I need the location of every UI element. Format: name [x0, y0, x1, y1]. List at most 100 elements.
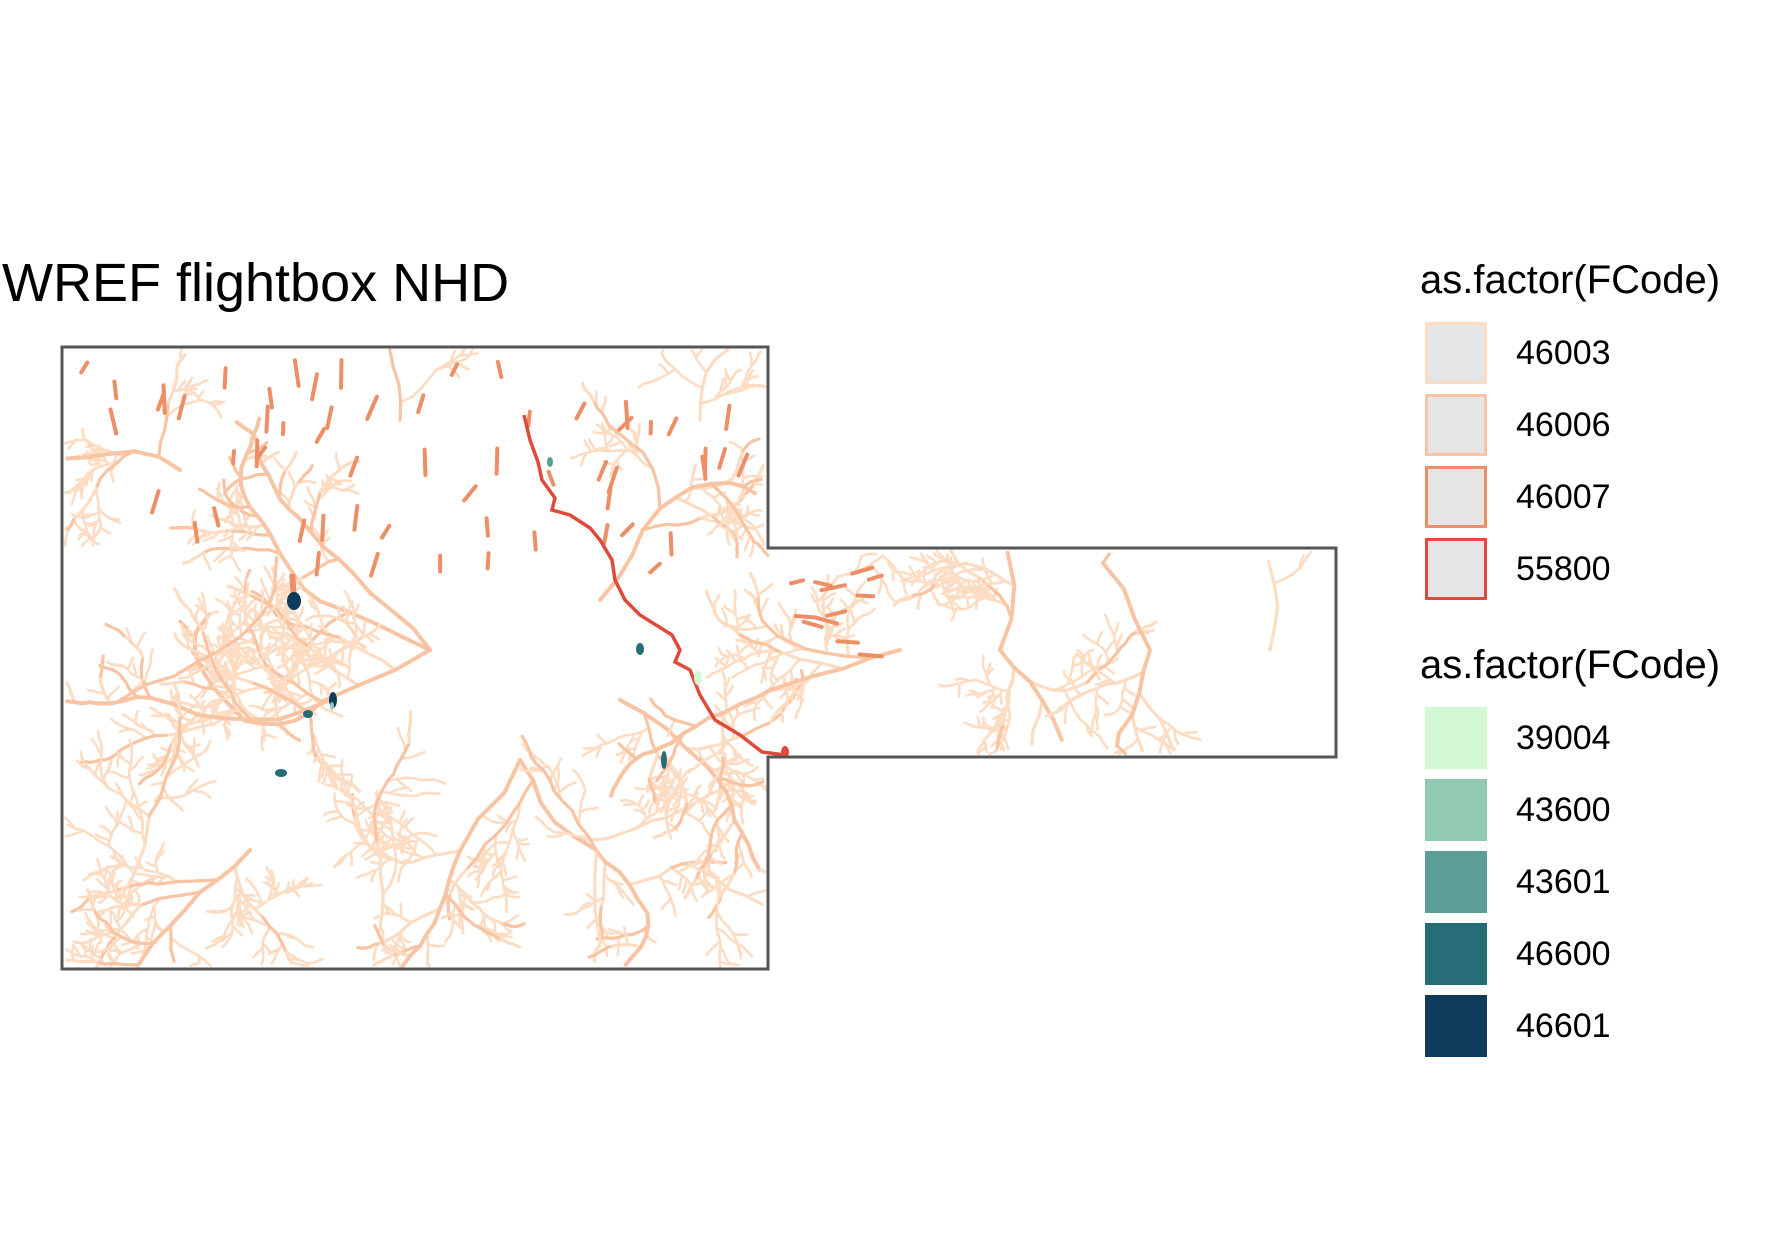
stream-segment	[758, 523, 765, 528]
stream-segment	[214, 669, 225, 683]
stream-segment	[244, 546, 260, 552]
stream-segment	[249, 680, 268, 690]
stream-segment	[708, 480, 733, 486]
stream-segment	[196, 761, 200, 768]
stream-segment	[732, 818, 745, 836]
stream-segment	[226, 584, 237, 591]
stream-segment	[616, 947, 620, 957]
stream-segment	[311, 660, 323, 666]
stream-segment	[355, 873, 364, 880]
stream-segment	[138, 772, 147, 777]
stream-segment	[139, 678, 144, 685]
stream-segment	[108, 909, 112, 918]
stream-segment	[427, 845, 438, 857]
stream-segment	[509, 827, 515, 840]
stream-segment	[222, 697, 237, 713]
stream-segment	[762, 550, 770, 558]
stream-segment	[323, 637, 330, 641]
stream-segment	[238, 525, 243, 531]
stream-segment	[749, 477, 763, 484]
stream-segment	[152, 752, 156, 758]
stream-segment	[728, 440, 737, 446]
stream-segment	[634, 786, 642, 791]
stream-segment	[617, 869, 632, 887]
stream-segment	[615, 883, 624, 893]
stream-segment	[336, 557, 355, 575]
stream-segment	[337, 713, 344, 718]
stream-segment	[221, 716, 254, 722]
stream-segment	[169, 689, 173, 698]
stream-segment	[689, 861, 698, 866]
stream-segment	[235, 565, 242, 573]
stream-segment	[411, 626, 432, 652]
stream-segment	[86, 888, 92, 897]
stream-segment	[238, 922, 242, 928]
stream-segment	[240, 548, 246, 553]
stream-segment	[182, 766, 186, 773]
stream-segment	[447, 884, 455, 899]
stream-segment	[222, 486, 231, 496]
stream-segment	[609, 435, 614, 442]
stream-segment	[249, 637, 255, 642]
stream-segment	[388, 347, 395, 369]
stream-segment	[286, 881, 291, 888]
stream-segment	[587, 438, 592, 444]
stream-segment	[456, 884, 467, 896]
stream-segment	[277, 649, 282, 656]
stream-segment	[321, 479, 325, 486]
stream-segment	[372, 952, 376, 961]
stream-segment	[292, 663, 297, 669]
stream-segment	[518, 922, 526, 928]
stream-segment	[368, 591, 394, 613]
stream-segment	[701, 807, 705, 814]
stream-segment	[302, 649, 307, 655]
stream-segment	[497, 933, 504, 939]
stream-segment	[319, 617, 325, 629]
stream-segment	[505, 931, 512, 936]
stream-segment	[513, 914, 520, 919]
stream-segment	[187, 724, 203, 732]
stream-segment	[424, 921, 437, 937]
stream-segment	[145, 860, 151, 866]
stream-segment	[496, 814, 502, 819]
stream-segment	[633, 808, 640, 812]
stream-segment	[714, 704, 719, 710]
stream-segment	[259, 721, 281, 727]
stream-segment	[259, 462, 271, 477]
stream-segment	[474, 875, 479, 882]
stream-segment	[678, 768, 682, 776]
stream-segment	[418, 838, 431, 848]
stream-segment	[447, 863, 457, 882]
stream-segment	[187, 948, 200, 958]
stream-segment	[350, 483, 356, 488]
stream-segment	[301, 605, 305, 612]
stream-segment	[645, 799, 651, 806]
stream-segment	[702, 884, 708, 889]
stream-segment	[370, 877, 374, 883]
stream-segment	[506, 935, 514, 939]
stream-segment	[408, 944, 423, 958]
stream-segment	[280, 639, 285, 652]
stream-segment	[538, 800, 557, 825]
stream-segment	[510, 801, 522, 816]
stream-segment	[206, 562, 212, 571]
stream-segment	[168, 907, 188, 928]
stream-segment	[642, 874, 661, 882]
stream-segment	[596, 447, 602, 451]
stream-segment	[165, 744, 173, 758]
stream-segment	[325, 473, 330, 480]
stream-segment	[252, 953, 257, 959]
stream-segment	[651, 467, 661, 491]
stream-segment	[150, 782, 158, 787]
stream-segment	[194, 603, 201, 609]
stream-segment	[583, 439, 588, 447]
stream-segment	[221, 941, 228, 949]
stream-segment	[391, 365, 401, 386]
stream-segment	[134, 695, 152, 700]
stream-segment	[511, 890, 520, 894]
stream-segment	[668, 833, 673, 840]
stream-segment	[682, 778, 688, 785]
stream-segment	[741, 818, 745, 826]
stream-segment	[286, 506, 301, 520]
stream-segment	[160, 842, 165, 849]
